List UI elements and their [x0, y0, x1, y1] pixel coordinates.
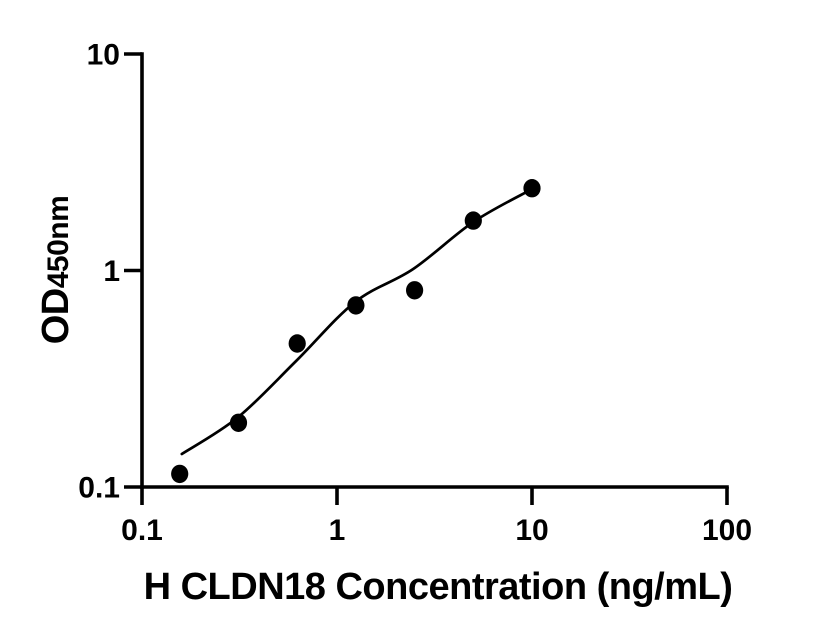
x-tick-label: 10	[515, 514, 548, 547]
fit-curve-layer	[180, 187, 534, 456]
data-point	[523, 179, 541, 198]
x-tick-label: 100	[702, 514, 752, 547]
x-tick-label: 1	[329, 514, 346, 547]
data-point	[347, 296, 365, 315]
y-tick-label: 0.1	[78, 472, 120, 505]
y-tick-label: 10	[87, 39, 120, 72]
data-point	[171, 464, 189, 484]
tick-labels-layer: 0.1 1 10 100 0.1 1 10	[78, 39, 752, 548]
fit-curve	[180, 187, 534, 456]
data-point	[464, 211, 482, 230]
x-axis-title: H CLDN18 Concentration (ng/mL)	[144, 566, 733, 608]
y-axis-title-main: OD	[35, 288, 77, 344]
data-point	[406, 281, 424, 300]
x-tick-label: 0.1	[121, 514, 163, 547]
y-axis-title: OD450nm	[35, 196, 77, 345]
data-point	[229, 413, 248, 432]
data-points-layer	[171, 179, 541, 484]
data-point	[288, 334, 306, 353]
y-axis-title-sub: 450nm	[42, 196, 75, 289]
y-tick-label: 1	[103, 255, 120, 288]
ticks-layer	[124, 52, 729, 505]
